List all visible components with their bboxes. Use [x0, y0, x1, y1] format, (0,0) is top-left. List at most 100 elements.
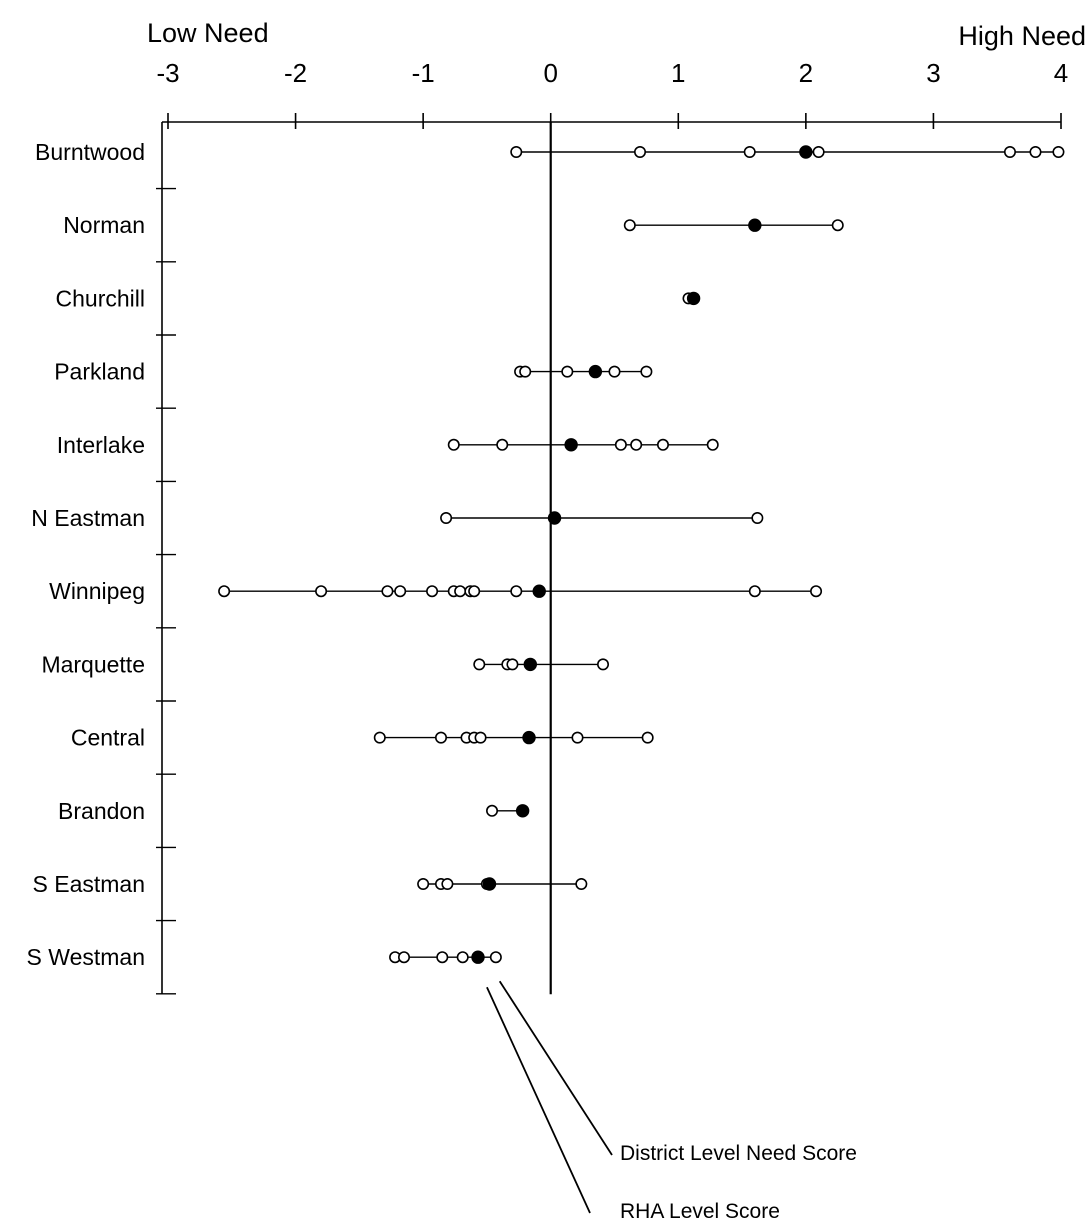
district-point: [597, 658, 610, 671]
district-point: [614, 438, 627, 451]
region-row: Winnipeg: [49, 578, 823, 604]
district-point: [486, 804, 499, 817]
district-point: [571, 731, 584, 744]
region-label: Winnipeg: [49, 578, 145, 604]
region-label: Burntwood: [35, 139, 145, 165]
district-point: [510, 146, 523, 159]
x-axis-low-need-label: Low Need: [147, 18, 269, 48]
district-point: [474, 731, 487, 744]
district-point: [575, 877, 588, 890]
rha-point: [532, 584, 546, 598]
district-point: [398, 951, 411, 964]
district-point: [641, 731, 654, 744]
x-tick-label: 2: [799, 58, 813, 88]
district-point: [218, 585, 231, 598]
district-point: [468, 585, 481, 598]
rha-point: [522, 730, 536, 745]
x-tick-label: -1: [412, 58, 435, 88]
district-point: [656, 438, 669, 451]
district-point: [751, 511, 764, 524]
rha-point: [686, 291, 701, 306]
x-tick-label: 3: [926, 58, 940, 88]
region-label: Parkland: [54, 359, 145, 385]
district-point: [634, 146, 647, 159]
district-point: [435, 731, 448, 744]
x-tick-label: -2: [284, 58, 307, 88]
legend-district-label: District Level Need Score: [620, 1142, 857, 1165]
rha-point: [564, 438, 578, 452]
region-label: Marquette: [41, 651, 145, 677]
region-row: Norman: [63, 212, 844, 238]
region-label: N Eastman: [31, 505, 145, 531]
district-point: [473, 658, 486, 671]
region-label: Interlake: [57, 432, 145, 458]
district-leader-line: [498, 980, 613, 1156]
region-label: Norman: [63, 212, 145, 238]
district-point: [748, 585, 761, 598]
rha-point: [547, 511, 562, 525]
region-row: Churchill: [56, 285, 701, 311]
district-point: [315, 585, 328, 598]
x-axis-high-need-label: High Need: [958, 21, 1086, 51]
region-row: N Eastman: [31, 505, 764, 531]
rha-point: [515, 804, 530, 818]
district-point: [743, 146, 756, 159]
district-point: [496, 438, 509, 451]
region-label: Central: [71, 725, 145, 751]
district-point: [519, 365, 532, 378]
region-row: Central: [71, 725, 654, 751]
region-row: Marquette: [41, 651, 610, 677]
region-row: S Westman: [27, 944, 502, 970]
region-row: Brandon: [58, 798, 530, 824]
district-point: [1029, 146, 1042, 159]
rha-point: [799, 145, 813, 159]
district-point: [454, 585, 467, 598]
district-point: [506, 658, 519, 671]
district-point: [441, 877, 454, 890]
district-point: [623, 219, 636, 232]
district-point: [706, 438, 719, 451]
region-row: Interlake: [57, 432, 719, 458]
district-point: [831, 219, 844, 232]
rha-point: [523, 657, 538, 672]
x-tick-label: 0: [543, 58, 557, 88]
district-point: [436, 951, 449, 964]
district-point: [489, 951, 502, 964]
district-point: [630, 438, 643, 451]
region-rows-layer: Burntwood Norman Churchill Parkland Interlak…: [27, 139, 1065, 970]
district-point: [1052, 146, 1065, 159]
region-label: Brandon: [58, 798, 145, 824]
district-point: [373, 731, 386, 744]
region-row: Parkland: [54, 359, 653, 385]
region-label: S Westman: [27, 944, 145, 970]
region-label: Churchill: [56, 285, 145, 311]
district-point: [456, 951, 469, 964]
x-tick-label: -3: [156, 58, 179, 88]
district-point: [381, 585, 394, 598]
rha-point: [748, 218, 762, 232]
district-point: [608, 365, 621, 378]
district-point: [510, 585, 523, 598]
district-point: [640, 365, 653, 378]
district-point: [447, 438, 460, 451]
region-row: Burntwood: [35, 139, 1065, 165]
district-point: [394, 585, 407, 598]
legend-layer: District Level Need Score RHA Level Score: [486, 980, 857, 1223]
x-tick-label: 4: [1054, 58, 1068, 88]
region-label: S Eastman: [33, 871, 146, 897]
rha-point: [471, 950, 485, 964]
district-point: [426, 585, 439, 598]
district-point: [812, 146, 825, 159]
rha-point: [588, 364, 603, 379]
region-row: S Eastman: [33, 871, 588, 897]
district-point: [561, 365, 574, 378]
axes-layer: Low Need High Need -3 -2 -1 0 1 2 3 4: [147, 18, 1086, 995]
district-point: [810, 585, 823, 598]
rha-leader-line: [486, 986, 591, 1214]
legend-rha-label: RHA Level Score: [620, 1200, 780, 1223]
x-tick-label: 1: [671, 58, 685, 88]
rha-point: [482, 877, 497, 891]
district-point: [417, 877, 430, 890]
district-point: [440, 511, 453, 524]
